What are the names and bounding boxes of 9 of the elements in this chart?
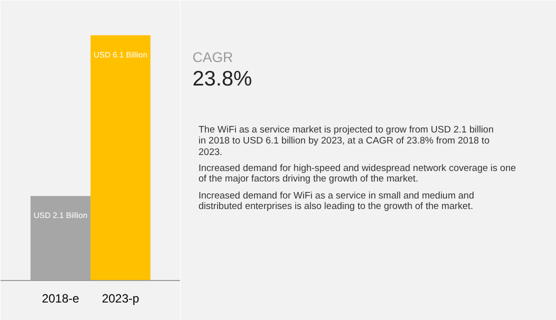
data-label: USD 2.1 Billion bbox=[34, 211, 88, 220]
text: Increased demand for high-speed and widespread network coverage is one of the major factors driving the growth of the market. bbox=[198, 162, 516, 184]
data-label: USD 6.1 Billion bbox=[94, 50, 148, 60]
text: CAGR bbox=[192, 49, 233, 66]
text: The WiFi as a service market is projected to grow from USD 2.1 billion in 2018 to USD 6.1 billion by 2023, at a CAGR of 23.8% from 2018 to 2023. bbox=[198, 124, 494, 158]
x-tick-label: 2023-p bbox=[102, 292, 140, 306]
text: 23.8% bbox=[192, 68, 252, 90]
x-tick-label: 2018-e bbox=[42, 292, 80, 306]
text: Increased demand for WiFi as a service in small and medium and distributed enterprises is also leading to the growth of the market. bbox=[198, 190, 474, 212]
